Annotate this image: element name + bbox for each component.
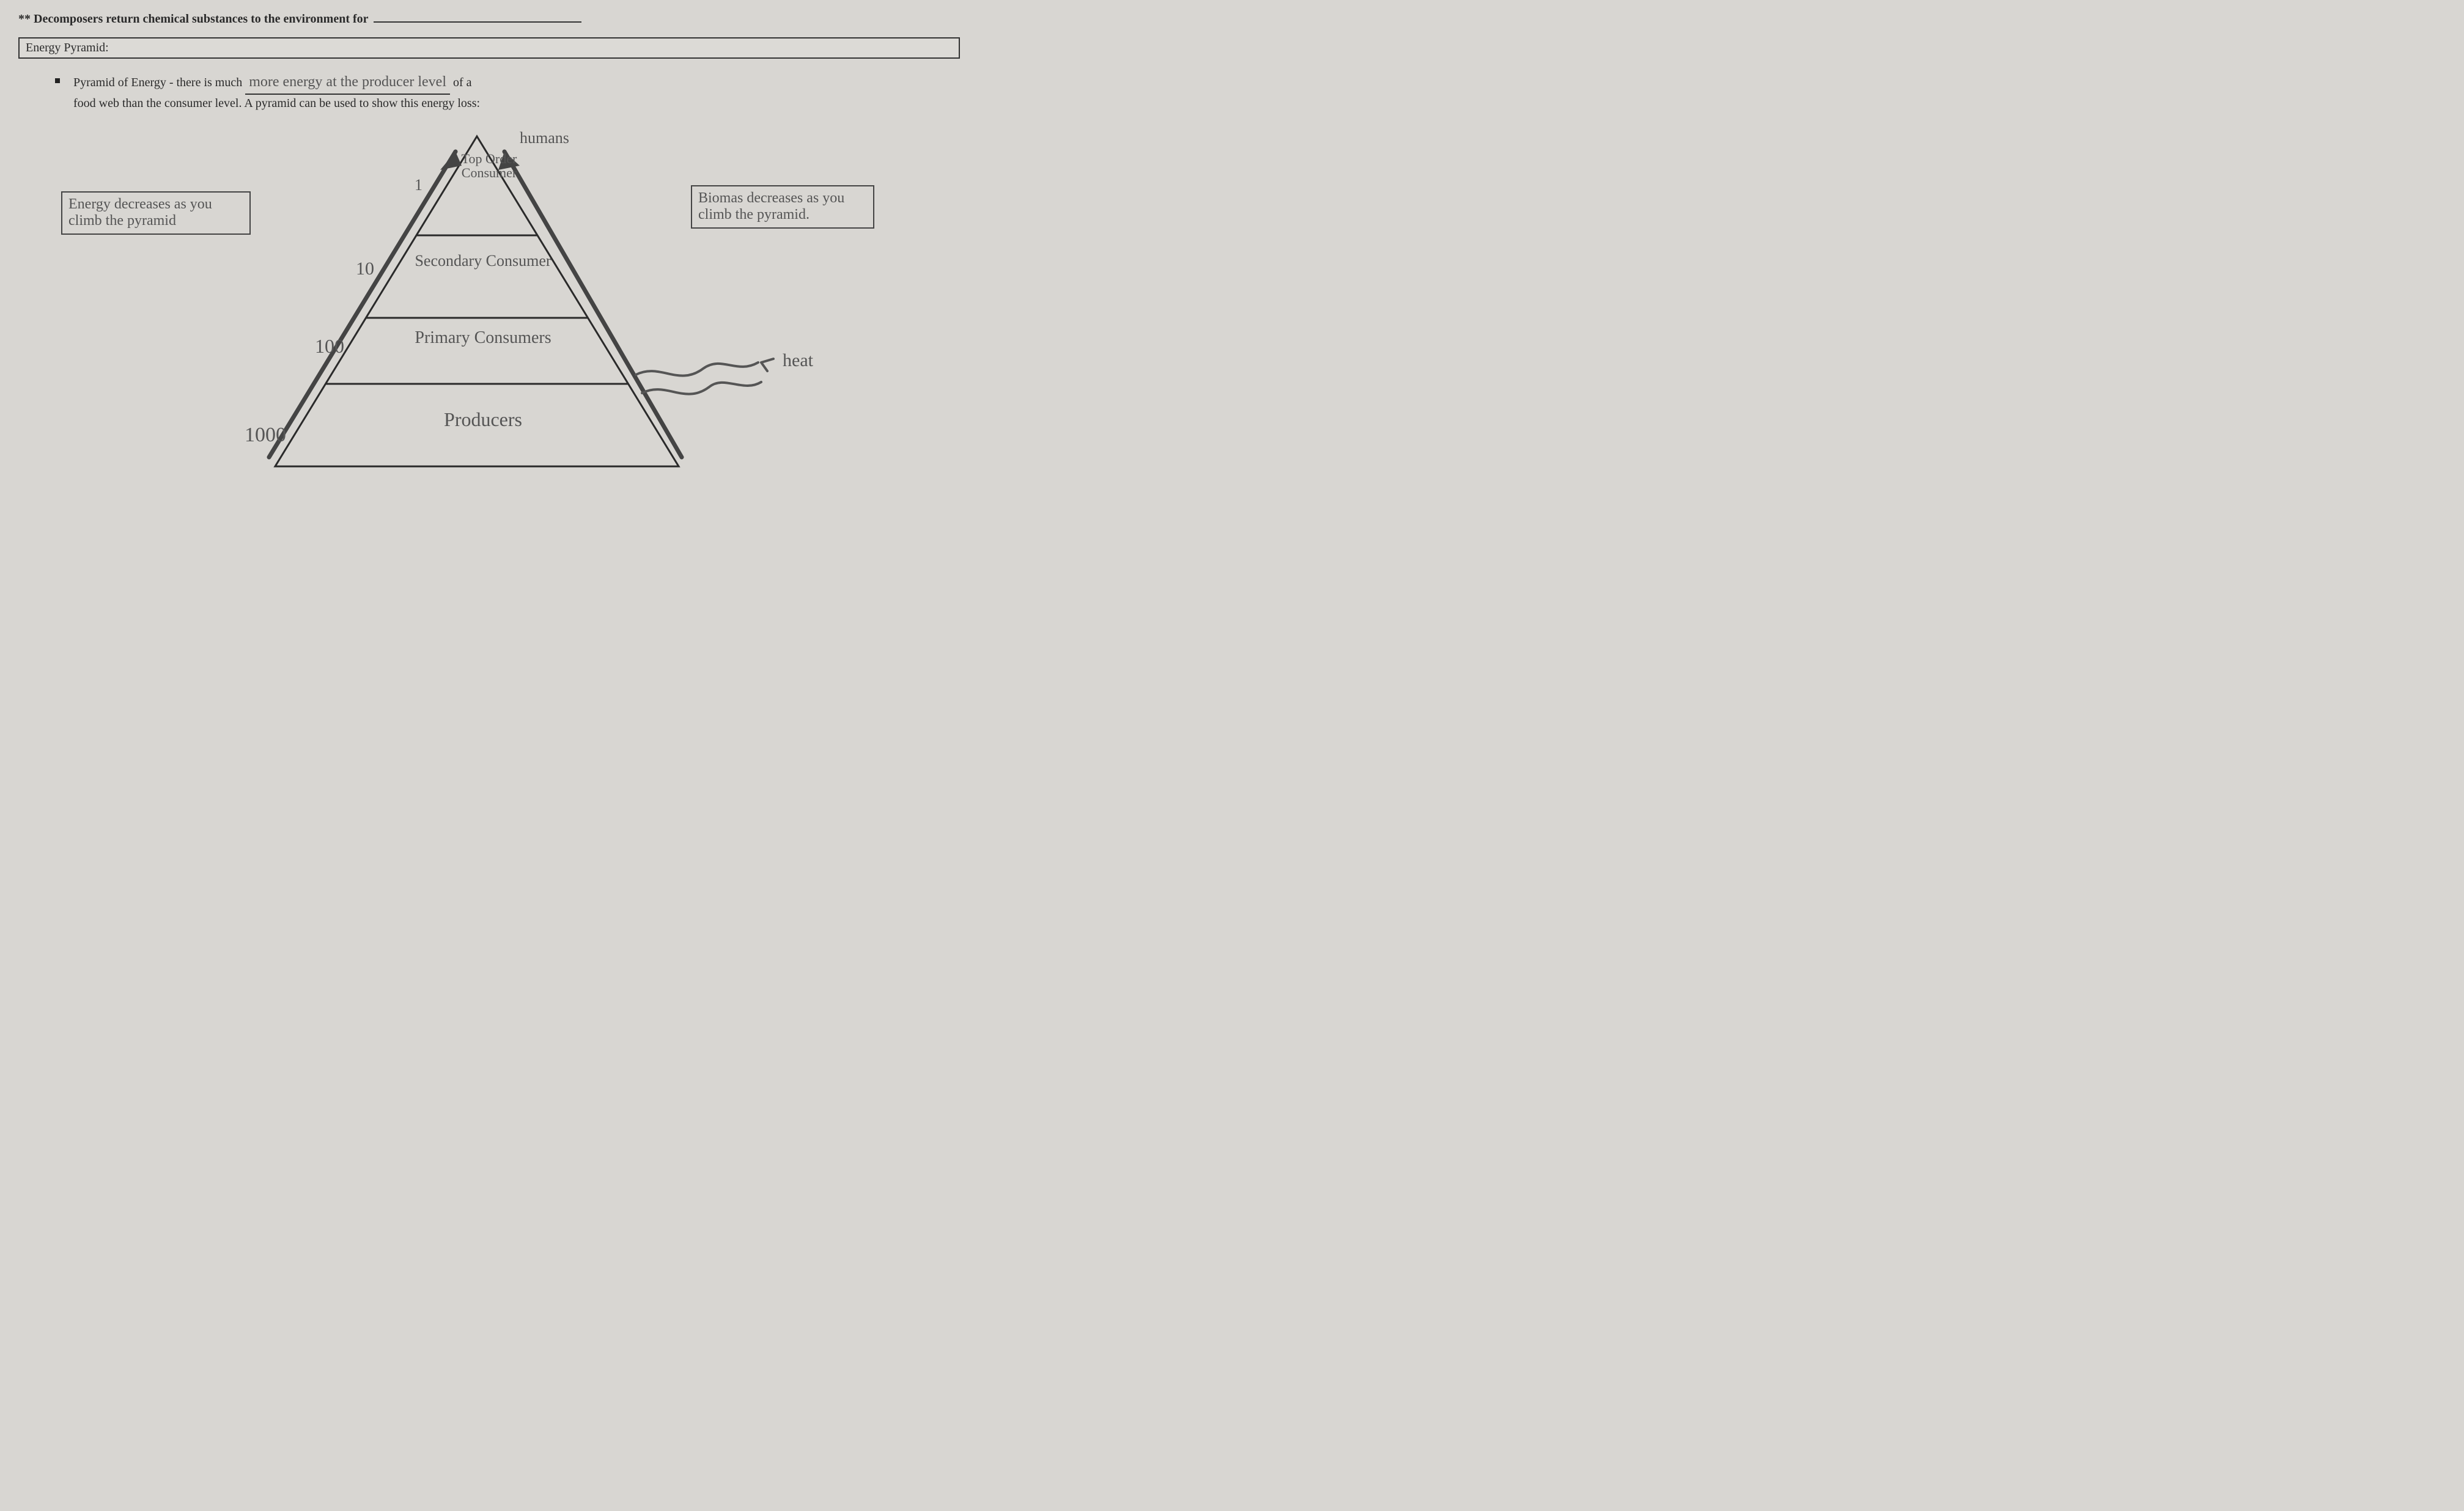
- heat-arrow-head-icon: [761, 359, 773, 371]
- section-title: Energy Pyramid:: [26, 41, 109, 54]
- pyramid-level-value-3: 1000: [245, 424, 286, 447]
- header-blank: [374, 21, 581, 23]
- bullet-line2: food web than the consumer level. A pyra…: [73, 97, 480, 110]
- energy-pyramid-diagram: Top Order Consumer Secondary Consumer Pr…: [18, 118, 935, 497]
- section-title-box: Energy Pyramid:: [18, 37, 960, 59]
- pyramid-level-label-1: Secondary Consumer: [410, 252, 556, 270]
- header-text: Decomposers return chemical substances t…: [34, 12, 368, 26]
- bullet-lead: Pyramid of Energy - there is much: [73, 76, 245, 89]
- bullet-fill-in: more energy at the producer level: [245, 72, 450, 95]
- heat-label: heat: [783, 350, 813, 371]
- left-note-box: Energy decreases as you climb the pyrami…: [61, 191, 251, 235]
- pyramid-level-label-0: Top Order Consumer: [452, 152, 526, 180]
- pyramid-level-label-2: Primary Consumers: [385, 329, 581, 348]
- pyramid-top-note: humans: [520, 129, 569, 147]
- pyramid-level-value-2: 100: [315, 335, 344, 358]
- bullet-square-icon: [55, 78, 60, 83]
- header-prefix: **: [18, 12, 34, 26]
- heat-squiggle-1: [636, 362, 758, 376]
- pyramid-level-label-3: Producers: [367, 408, 599, 431]
- pyramid-level-value-1: 10: [356, 259, 374, 279]
- worksheet-header: ** Decomposers return chemical substance…: [18, 12, 960, 26]
- right-note-box: Biomas decreases as you climb the pyrami…: [691, 185, 874, 229]
- pyramid-level-value-0: 1: [415, 176, 422, 194]
- bullet-text-block: Pyramid of Energy - there is much more e…: [73, 72, 480, 112]
- bullet-item: Pyramid of Energy - there is much more e…: [55, 72, 960, 112]
- heat-squiggle-2: [642, 382, 761, 394]
- bullet-tail1: of a: [453, 76, 472, 89]
